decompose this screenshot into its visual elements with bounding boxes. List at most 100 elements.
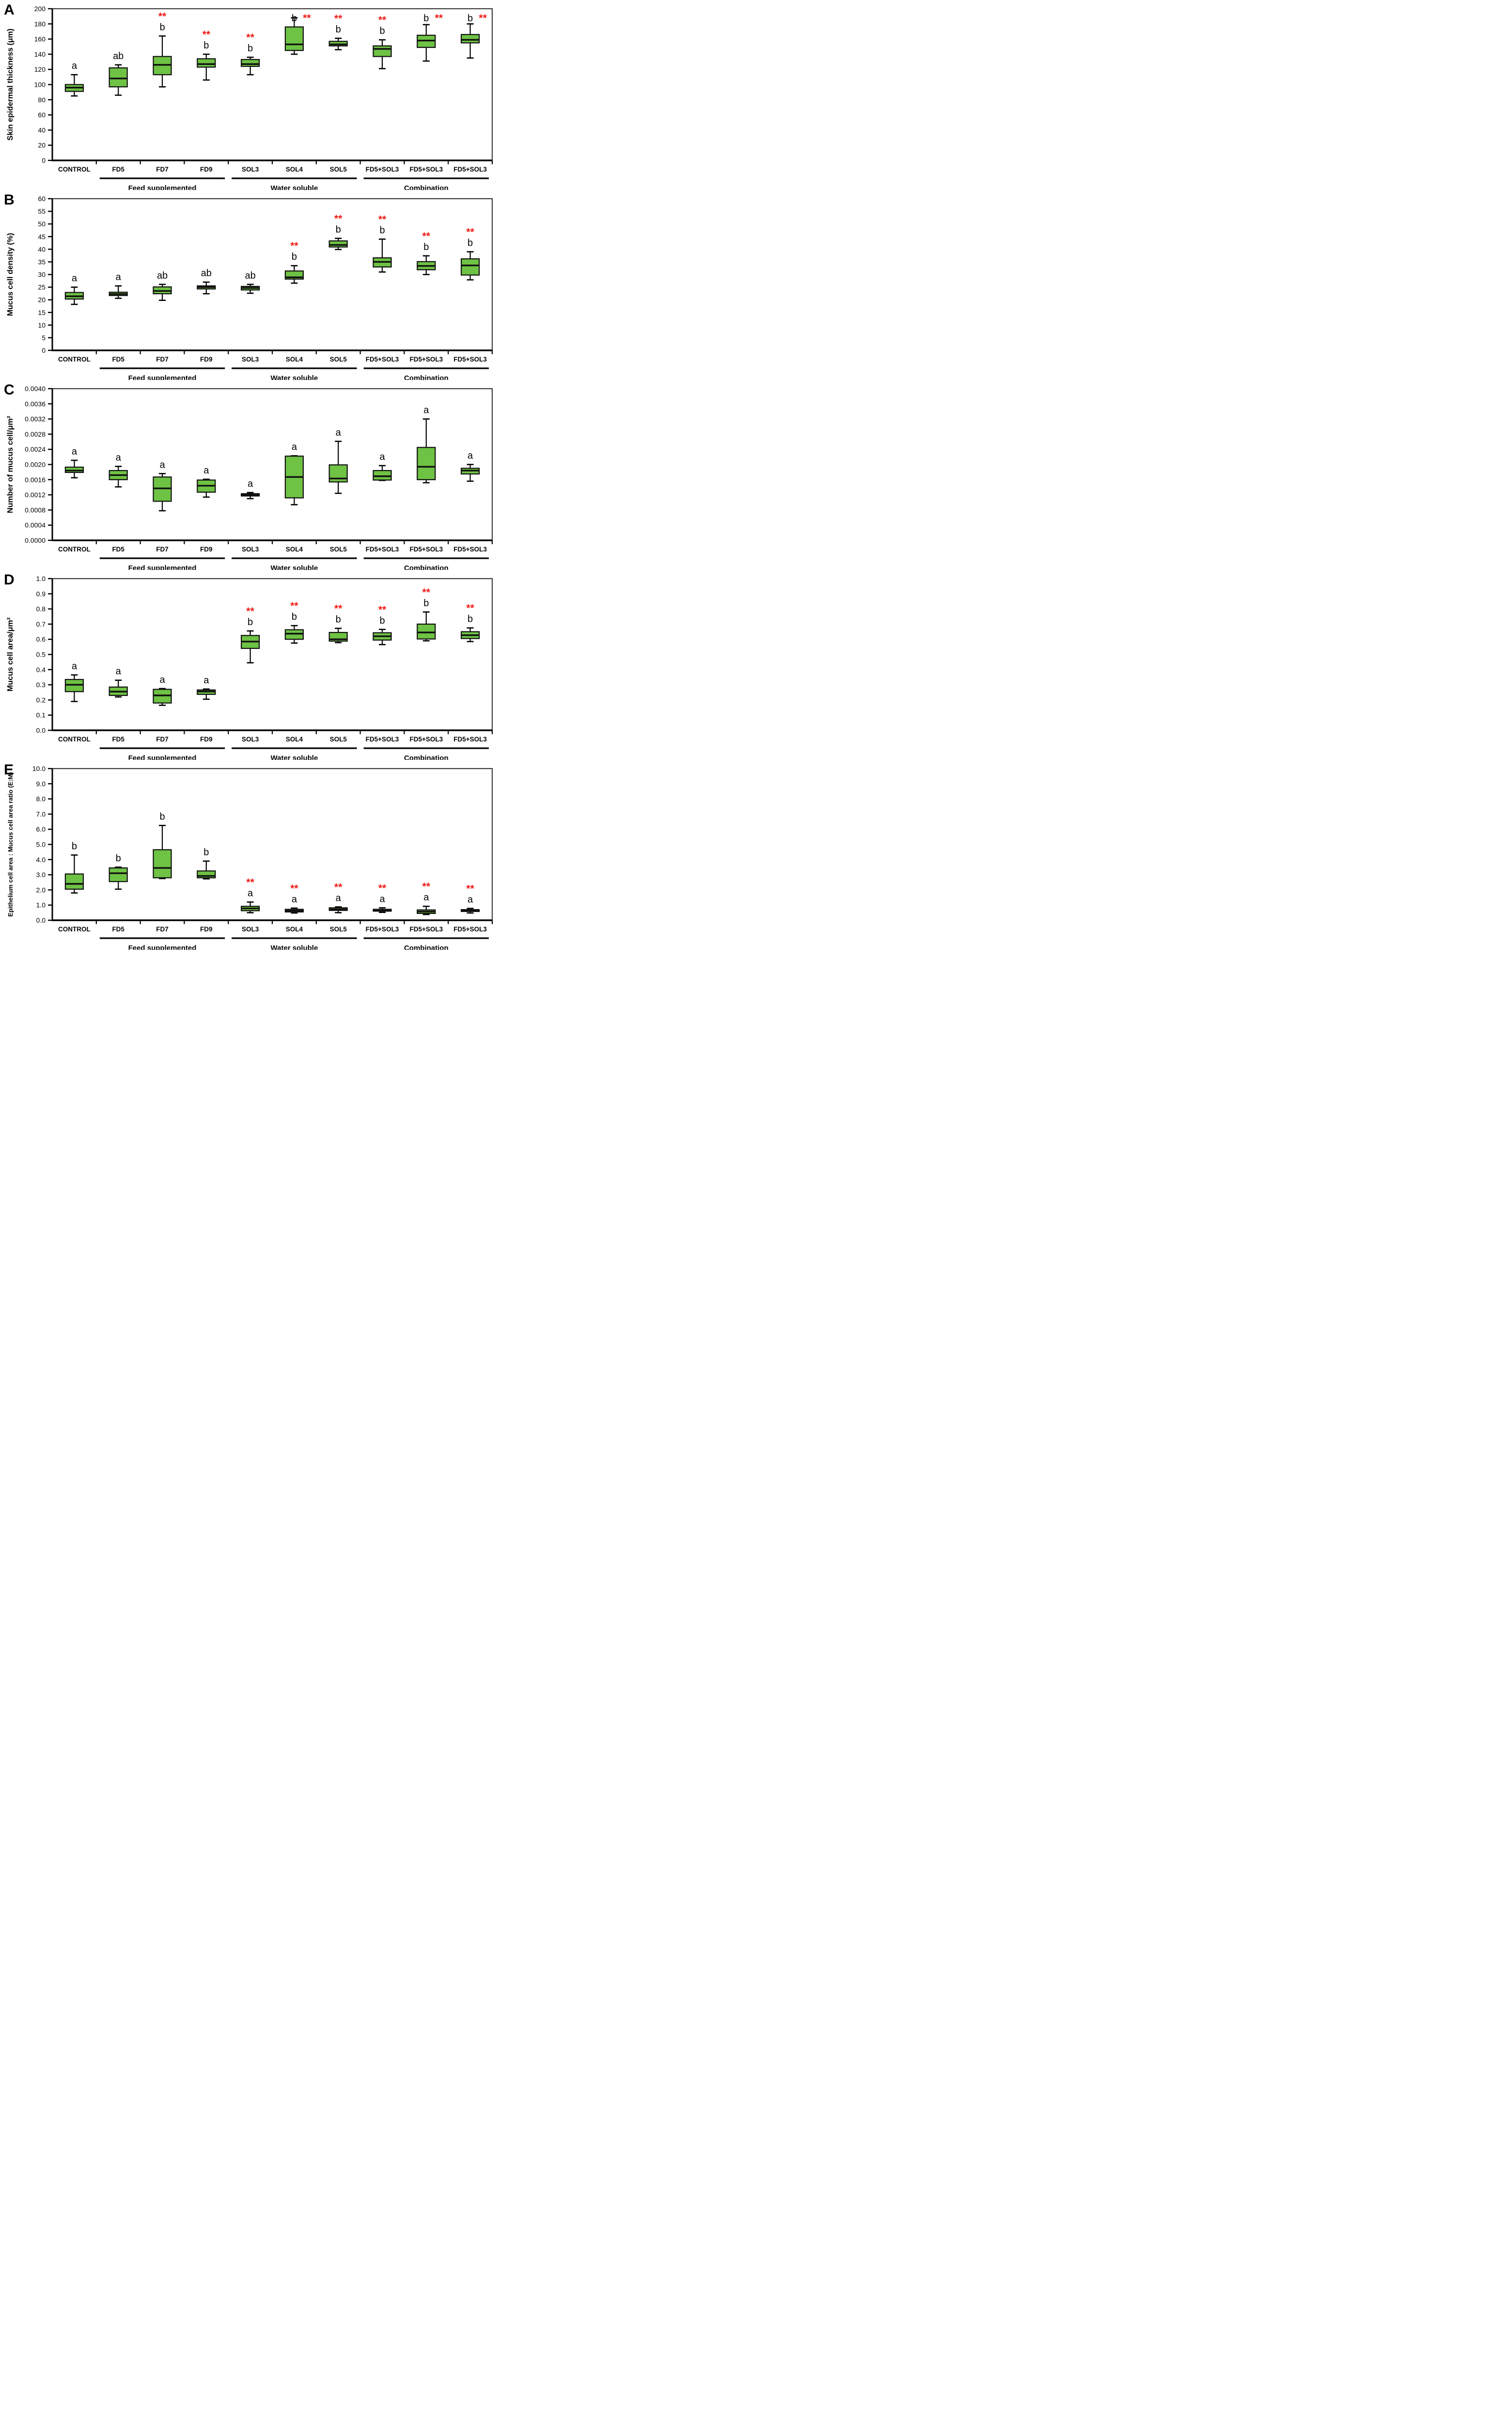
significance-letter: b (336, 24, 341, 35)
significance-stars: ** (422, 231, 431, 242)
x-category-label: FD9 (200, 926, 213, 933)
significance-stars: ** (378, 882, 387, 894)
box (417, 623, 436, 640)
group-label: Combination (404, 564, 449, 570)
x-category-label: SOL5 (330, 166, 347, 173)
y-tick-label: 3.0 (36, 871, 46, 879)
y-tick-label: 160 (34, 35, 46, 43)
y-tick-label: 20 (38, 142, 46, 149)
significance-letter: b (203, 847, 209, 858)
significance-letter: b (423, 598, 429, 609)
group-label: Water soluble (271, 754, 318, 760)
box (460, 258, 480, 276)
group-label: Water soluble (271, 184, 318, 190)
significance-letter: b (72, 841, 77, 851)
box (373, 470, 392, 481)
y-tick-label: 2.0 (36, 886, 46, 894)
y-tick-label: 100 (34, 81, 46, 89)
significance-stars: ** (479, 13, 487, 24)
box (241, 59, 260, 67)
y-tick-label: 1.0 (36, 901, 46, 909)
group-label: Feed supplemented (128, 944, 197, 950)
x-category-label: FD7 (156, 926, 169, 933)
x-category-label: FD5+SOL3 (453, 736, 487, 743)
y-tick-label: 200 (34, 5, 46, 13)
y-tick-label: 8.0 (36, 795, 46, 803)
x-category-label: CONTROL (58, 356, 91, 363)
significance-letter: a (423, 892, 429, 903)
x-category-label: FD5 (112, 166, 125, 173)
significance-letter: a (116, 452, 122, 463)
group-label: Combination (404, 754, 449, 760)
x-category-label: SOL3 (242, 736, 259, 743)
y-tick-label: 0.6 (36, 635, 46, 643)
x-category-label: FD5+SOL3 (409, 736, 443, 743)
y-tick-label: 40 (38, 126, 46, 134)
x-category-label: FD5+SOL3 (366, 166, 399, 173)
y-tick-label: 4.0 (36, 856, 46, 864)
x-category-label: FD5+SOL3 (366, 356, 399, 363)
box (64, 873, 84, 890)
y-axis-title: Skin epidermal thickness (μm) (6, 29, 15, 141)
panel-b: B 0 5 10 15 20 25 30 35 40 45 50 55 60 Mucus cell den… (0, 190, 504, 380)
x-category-label: FD5 (112, 356, 125, 363)
group-label: Feed supplemented (128, 754, 197, 760)
panel-d-chart: 0.0 0.1 0.2 0.3 0.4 0.5 0.6 0.7 0.8 0.9 1.0 Mucus c… (6, 575, 493, 760)
box (197, 58, 216, 68)
panel-d: D 0.0 0.1 0.2 0.3 0.4 0.5 0.6 0.7 0.8 0.9 1.0 Mucus… (0, 570, 504, 760)
significance-stars: ** (378, 604, 387, 615)
x-category-label: FD5+SOL3 (409, 356, 443, 363)
significance-stars: ** (246, 32, 254, 43)
y-axis-title: Mucus cell density (%) (6, 233, 15, 316)
y-tick-label: 0.9 (36, 590, 46, 598)
significance-stars: ** (303, 13, 311, 24)
significance-letter: a (248, 478, 253, 489)
x-category-label: FD5+SOL3 (366, 546, 399, 553)
y-tick-label: 0.0008 (25, 506, 46, 514)
significance-letter: ab (245, 270, 255, 281)
panel-d-letter: D (4, 572, 15, 588)
significance-stars: ** (246, 606, 254, 617)
x-category-label: SOL5 (330, 736, 347, 743)
y-tick-label: 0.5 (36, 651, 46, 659)
y-tick-label: 0.7 (36, 620, 46, 628)
x-category-label: CONTROL (58, 166, 91, 173)
significance-letter: a (203, 675, 209, 686)
y-tick-label: 0.0 (36, 726, 46, 734)
boxplot-figure: A 0 20 40 60 80 100 120 140 160 180 200 Skin epider… (0, 0, 504, 950)
panel-e-letter: E (4, 762, 14, 778)
significance-letter: b (292, 13, 297, 24)
y-tick-label: 120 (34, 65, 46, 73)
y-axis-title: Mucus cell area/μm² (6, 617, 15, 692)
significance-stars: ** (378, 15, 387, 26)
x-category-label: FD7 (156, 166, 169, 173)
significance-stars: ** (466, 603, 474, 614)
significance-letter: b (468, 614, 473, 625)
x-category-label: SOL3 (242, 546, 259, 553)
panel-a-letter: A (4, 2, 15, 18)
y-tick-label: 180 (34, 20, 46, 28)
panel-c-chart: 0.0000 0.0004 0.0008 0.0012 0.0016 0.0020 0.00… (6, 385, 493, 570)
panel-e-chart: 0.0 1.0 2.0 3.0 4.0 5.0 6.0 7.0 8.0 9.0 10.0 Epithe… (7, 765, 493, 950)
group-label: Combination (404, 184, 449, 190)
significance-letter: a (72, 273, 78, 284)
x-category-label: SOL5 (330, 926, 347, 933)
x-category-label: SOL4 (286, 736, 303, 743)
y-tick-label: 0.3 (36, 681, 46, 689)
y-tick-label: 0.0036 (25, 400, 46, 408)
x-category-label: SOL5 (330, 356, 347, 363)
x-category-label: FD9 (200, 736, 213, 743)
y-tick-label: 0.4 (36, 666, 46, 674)
significance-letter: a (116, 272, 122, 283)
x-category-label: FD5 (112, 736, 125, 743)
significance-letter: a (379, 452, 385, 462)
significance-letter: b (292, 612, 297, 622)
x-category-label: FD5+SOL3 (409, 926, 443, 933)
significance-letter: b (248, 617, 253, 628)
significance-letter: b (248, 43, 253, 54)
y-tick-label: 0.0016 (25, 476, 46, 484)
y-tick-label: 55 (38, 207, 46, 215)
significance-letter: a (203, 465, 209, 476)
x-category-label: CONTROL (58, 546, 91, 553)
box (284, 629, 304, 640)
